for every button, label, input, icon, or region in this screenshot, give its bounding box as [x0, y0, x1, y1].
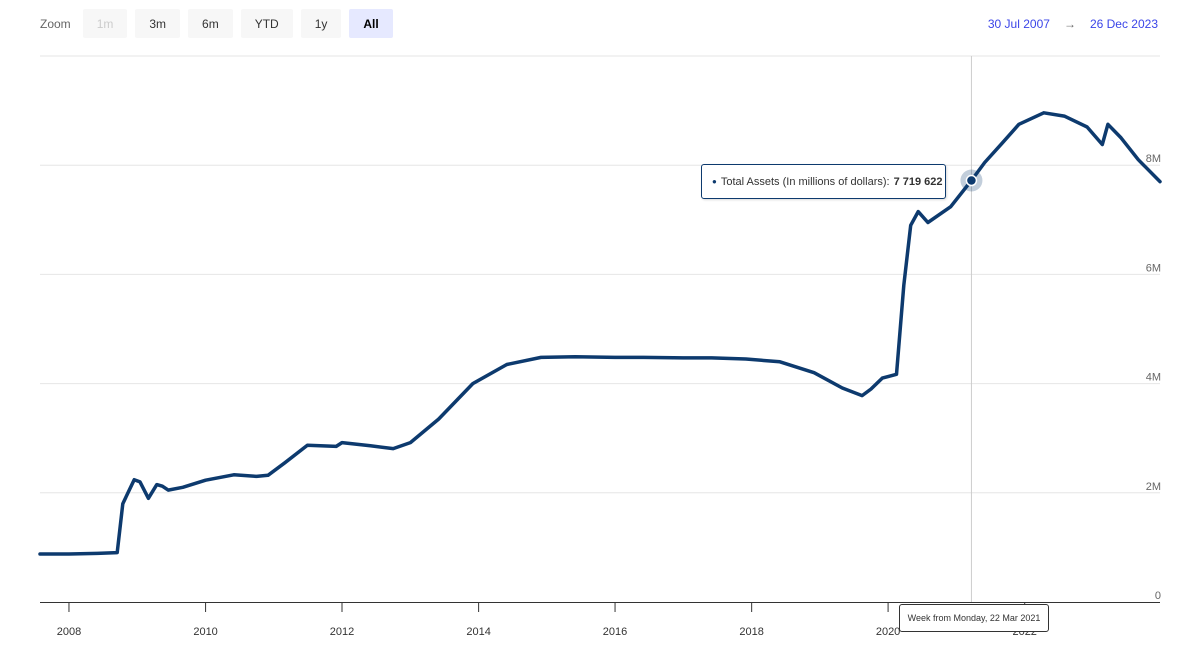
- tooltip-series-label: Total Assets (In millions of dollars):: [720, 175, 890, 188]
- zoom-ytd-button[interactable]: YTD: [240, 9, 293, 38]
- tooltip-value: 7 719 622: [893, 175, 943, 188]
- x-axis-tooltip: Week from Monday, 22 Mar 2021: [899, 604, 1049, 632]
- series-tooltip: ● Total Assets (In millions of dollars):…: [701, 164, 946, 199]
- zoom-3m-button[interactable]: 3m: [135, 9, 181, 38]
- x-tick-label: 2008: [57, 626, 81, 638]
- x-tick-label: 2014: [466, 626, 490, 638]
- y-tick-label: 8M: [1146, 153, 1161, 165]
- range-arrow-icon: →: [1063, 17, 1076, 31]
- y-tick-label: 6M: [1146, 262, 1161, 274]
- y-tick-label: 0: [1155, 590, 1161, 602]
- series-line-total-assets[interactable]: [38, 111, 1162, 556]
- zoom-all-button[interactable]: All: [349, 9, 393, 38]
- highlight-point[interactable]: [965, 174, 978, 187]
- range-to-input[interactable]: 26 Dec 2023: [1089, 17, 1158, 31]
- zoom-1y-button[interactable]: 1y: [300, 9, 342, 38]
- y-tick-label: 4M: [1146, 372, 1161, 384]
- y-axis-ticks: 0 2M 4M 6M 8M: [1146, 153, 1161, 602]
- zoom-label: Zoom: [40, 16, 71, 31]
- x-tick-label: 2012: [330, 626, 354, 638]
- x-tooltip-label: Week from Monday, 22 Mar 2021: [907, 613, 1041, 623]
- date-range: 30 Jul 2007 → 26 Dec 2023: [988, 17, 1158, 31]
- zoom-6m-button[interactable]: 6m: [188, 9, 233, 38]
- range-from-input[interactable]: 30 Jul 2007: [987, 17, 1050, 31]
- zoom-bar: Zoom 1m 3m 6m YTD 1y All: [40, 9, 393, 38]
- series-dot-icon: ●: [712, 177, 717, 186]
- x-tick-label: 2020: [876, 626, 900, 638]
- zoom-1m-button[interactable]: 1m: [82, 9, 128, 38]
- x-tick-label: 2018: [739, 626, 763, 638]
- y-tick-label: 2M: [1146, 481, 1161, 493]
- x-tick-label: 2016: [603, 626, 627, 638]
- x-tick-label: 2010: [193, 626, 217, 638]
- grid-lines: [40, 55, 1160, 494]
